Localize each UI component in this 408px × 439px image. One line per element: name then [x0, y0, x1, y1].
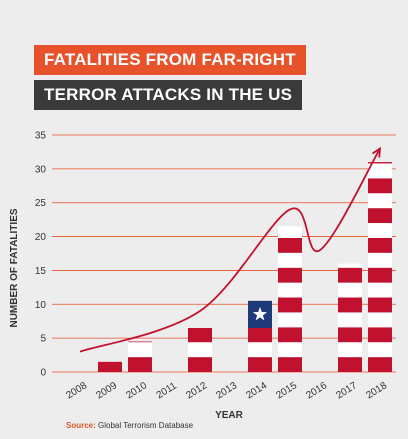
bar-2015 [278, 226, 302, 372]
bar-stripe [368, 193, 392, 209]
bar-stripe [248, 357, 272, 372]
x-tick-label-2015: 2015 [274, 380, 299, 401]
bar-stripe [338, 342, 362, 358]
bar-stripe [128, 342, 152, 358]
x-tick-label-2011: 2011 [155, 380, 179, 401]
bar-stripe [278, 267, 302, 283]
bar-stripe [368, 357, 392, 372]
bar-stripe [278, 357, 302, 372]
bar-stripe [278, 226, 302, 238]
bar-stripe [338, 267, 362, 283]
bar-stripe [278, 282, 302, 298]
bar-stripe [338, 312, 362, 328]
x-tick-label-2013: 2013 [214, 380, 239, 401]
bar-2010 [128, 341, 152, 372]
bar-stripe [188, 357, 212, 372]
bar-stripe [128, 357, 152, 372]
bar-stripe [368, 178, 392, 194]
x-tick-label-2014: 2014 [244, 380, 269, 401]
bar-stripe [368, 208, 392, 224]
x-tick-label-2009: 2009 [94, 380, 119, 401]
bar-stripe [98, 361, 122, 372]
bar-stripe [368, 252, 392, 268]
x-tick-label-2017: 2017 [334, 380, 359, 401]
bar-stripe [338, 297, 362, 313]
x-tick-label-2016: 2016 [304, 380, 329, 401]
bar-stripe [368, 223, 392, 238]
y-tick-label-0: 0 [40, 368, 46, 379]
bar-stripe [338, 327, 362, 343]
y-axis-ticks: 0 5 10 15 20 25 30 35 [35, 131, 47, 379]
source-label: Source: [66, 421, 96, 430]
bars [98, 162, 392, 372]
bar-stripe [368, 342, 392, 358]
bar-stripe [278, 342, 302, 358]
bar-stripe [188, 327, 212, 343]
bar-2017 [338, 263, 362, 372]
bar-stripe [368, 312, 392, 328]
bar-stripe [278, 327, 302, 343]
trend-line [79, 146, 382, 353]
bar-stripe [338, 357, 362, 372]
bar-stripe [368, 163, 392, 179]
y-tick-label-35: 35 [35, 131, 47, 142]
bar-2012 [188, 327, 212, 372]
x-tick-label-2012: 2012 [184, 380, 209, 401]
chart-title-line-1: FATALITIES FROM FAR-RIGHT [34, 45, 306, 75]
bar-stripe [128, 341, 152, 343]
y-tick-label-20: 20 [35, 232, 47, 243]
x-tick-label-2010: 2010 [124, 380, 149, 401]
bar-2009 [98, 361, 122, 372]
star-icon [252, 306, 268, 321]
trend-curve [79, 148, 381, 353]
x-tick-label-2018: 2018 [364, 380, 389, 401]
bar-stripe [368, 297, 392, 313]
y-tick-label-30: 30 [35, 164, 47, 175]
bar-stripe [368, 237, 392, 253]
bar-stripe [248, 342, 272, 358]
arrowhead-icon [372, 146, 382, 158]
bar-2014 [248, 300, 272, 372]
y-tick-label-15: 15 [35, 266, 47, 277]
source-text: Global Terrorism Database [98, 421, 194, 430]
y-axis-label: NUMBER OF FATALITIES [9, 208, 20, 327]
bar-stripe [278, 252, 302, 268]
bar-stripe [278, 297, 302, 313]
bar-stripe [368, 162, 392, 164]
source-note: Source: Global Terrorism Database [66, 421, 193, 430]
x-axis-ticks: 2008 2009 2010 2011 2012 2013 2014 2015 2016 2017… [64, 380, 389, 401]
bar-2018 [368, 162, 392, 372]
bar-stripe [368, 327, 392, 343]
y-tick-label-5: 5 [40, 334, 46, 345]
bar-stripe [278, 237, 302, 253]
bar-stripe [338, 282, 362, 298]
x-axis-label: YEAR [215, 410, 244, 421]
bar-stripe [248, 327, 272, 343]
bar-stripe [338, 263, 362, 268]
y-tick-label-10: 10 [35, 300, 47, 311]
chart-title-line-2: TERROR ATTACKS IN THE US [34, 80, 303, 110]
bar-stripe [278, 312, 302, 328]
y-tick-label-25: 25 [35, 198, 47, 209]
bar-stripe [368, 282, 392, 298]
x-tick-label-2008: 2008 [64, 380, 89, 401]
bar-stripe [368, 267, 392, 283]
bar-stripe [188, 342, 212, 358]
